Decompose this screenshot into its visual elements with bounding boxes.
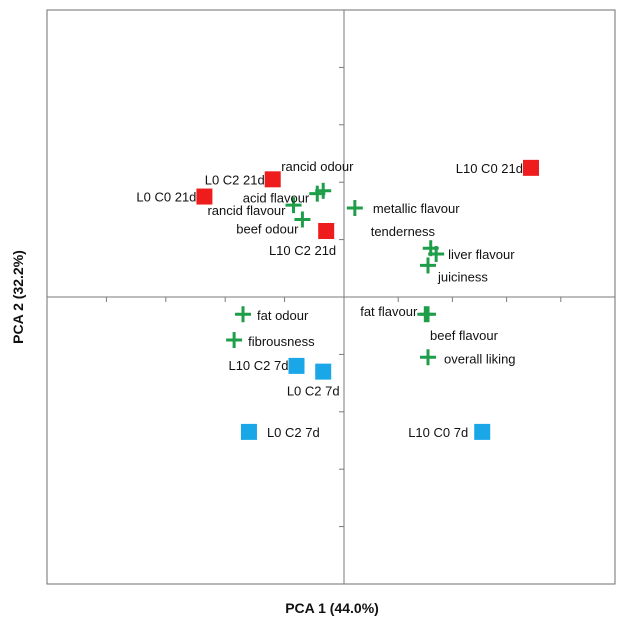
point-label: rancid odour xyxy=(281,159,354,174)
point-label: acid flavour xyxy=(243,191,310,206)
point-label: fat odour xyxy=(257,308,309,323)
point-label: L0 C2 7d xyxy=(287,384,340,399)
data-point-square xyxy=(288,357,305,374)
point-label: L10 C0 7d xyxy=(408,425,468,440)
point-label: L10 C2 21d xyxy=(269,243,336,258)
data-point-plus xyxy=(420,306,437,323)
x-axis-title: PCA 1 (44.0%) xyxy=(285,600,379,616)
data-point-square xyxy=(264,171,281,188)
point-label: juiciness xyxy=(437,269,488,284)
point-label: L10 C0 21d xyxy=(456,161,523,176)
point-label: L0 C2 7d xyxy=(267,425,320,440)
data-point-plus xyxy=(420,349,437,366)
point-label: overall liking xyxy=(444,351,516,366)
data-point-square xyxy=(196,188,213,205)
point-label: beef odour xyxy=(236,222,299,237)
marks-layer xyxy=(196,159,539,440)
labels-layer: L0 C2 21d L0 C0 21d L10 C2 21d L10 C0 21d L1… xyxy=(136,159,523,440)
point-label: L10 C2 7d xyxy=(228,358,288,373)
point-label: fibrousness xyxy=(248,334,315,349)
data-point-plus xyxy=(226,332,243,349)
point-label: tenderness xyxy=(371,224,436,239)
data-point-plus xyxy=(294,211,311,228)
data-point-plus xyxy=(428,245,445,262)
point-label: L0 C0 21d xyxy=(136,190,196,205)
data-point-plus xyxy=(285,197,302,214)
point-label: metallic flavour xyxy=(373,201,460,216)
point-label: L0 C2 21d xyxy=(205,172,265,187)
point-label: fat flavour xyxy=(360,304,418,319)
data-point-square xyxy=(474,423,491,440)
data-point-plus xyxy=(235,306,252,323)
data-point-square xyxy=(315,363,332,380)
data-point-square xyxy=(318,222,335,239)
data-point-plus xyxy=(346,200,363,217)
data-point-square xyxy=(522,159,539,176)
point-label: liver flavour xyxy=(448,247,515,262)
point-label: beef flavour xyxy=(430,328,499,343)
point-label: rancid flavour xyxy=(207,203,286,218)
data-point-square xyxy=(240,423,257,440)
data-point-plus xyxy=(420,257,437,274)
axes-layer xyxy=(47,10,615,584)
y-axis-title: PCA 2 (32.2%) xyxy=(10,250,26,344)
data-point-plus xyxy=(309,185,326,202)
